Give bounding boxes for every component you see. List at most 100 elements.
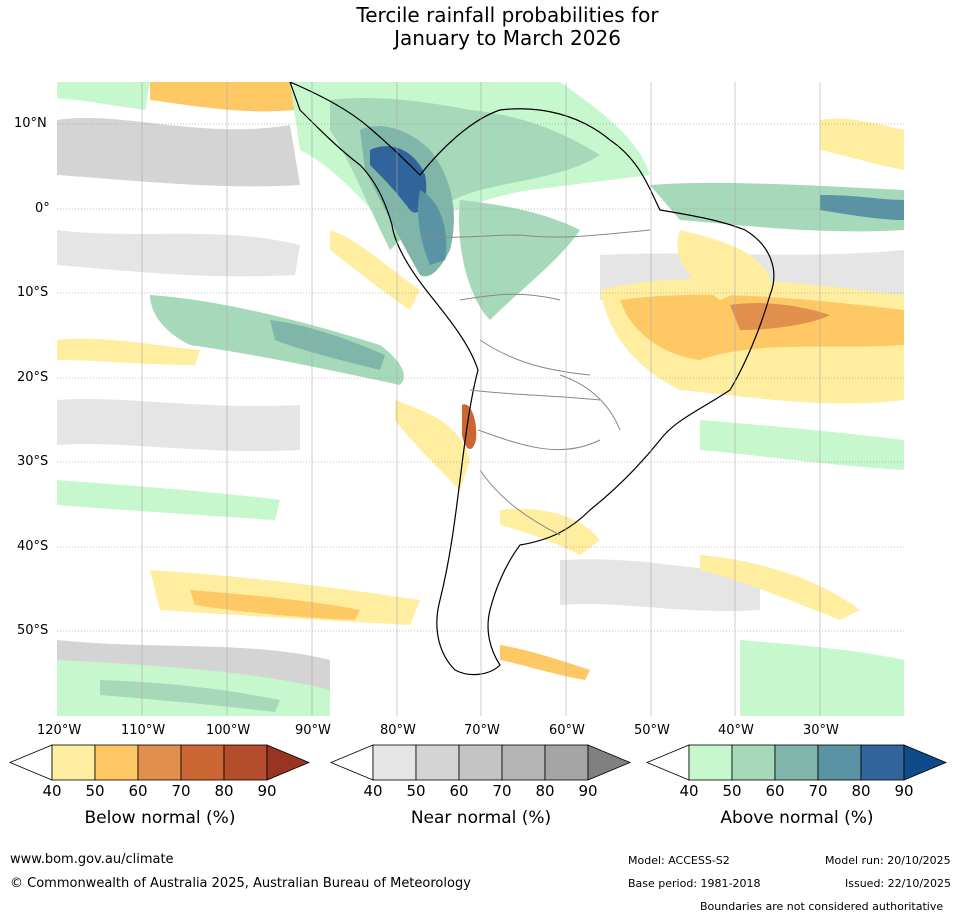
near-normal-region	[57, 398, 300, 452]
above-colorbar-min-triangle	[645, 744, 690, 781]
above-normal-region	[700, 420, 904, 470]
below-colorbar-segment	[137, 744, 182, 781]
footer-disclaimer: Boundaries are not considered authoritat…	[700, 900, 944, 913]
above-colorbar-segment	[860, 744, 905, 781]
above-colorbar-tick: 80	[851, 782, 871, 800]
lon-label: 50°W	[634, 723, 670, 738]
map-title: Tercile rainfall probabilities for Janua…	[0, 4, 965, 50]
above-colorbar-segment	[688, 744, 733, 781]
near-colorbar-tick: 40	[363, 782, 383, 800]
title-line-1: Tercile rainfall probabilities for	[356, 3, 659, 27]
above-normal-region	[650, 182, 904, 232]
below-normal-region	[677, 230, 770, 300]
lon-label: 40°W	[718, 723, 754, 738]
near-colorbar-segment	[415, 744, 460, 781]
footer-copyright: © Commonwealth of Australia 2025, Austra…	[10, 876, 471, 891]
above-normal-region	[270, 320, 385, 370]
below-colorbar-tick: 50	[85, 782, 105, 800]
above-normal-region	[57, 82, 150, 110]
near-colorbar-tick: 80	[535, 782, 555, 800]
below-normal-region	[820, 118, 904, 170]
below-colorbar-tick: 80	[214, 782, 234, 800]
below-normal-region	[500, 508, 600, 555]
lat-label: 30°S	[17, 454, 49, 469]
near-normal-region	[57, 230, 300, 277]
below-normal-region	[150, 82, 300, 112]
map-area	[57, 82, 904, 716]
below-normal-region	[330, 230, 420, 310]
lat-label: 40°S	[17, 539, 49, 554]
below-normal-region	[57, 338, 200, 365]
below-normal-region	[500, 645, 590, 680]
meridians	[141, 82, 821, 716]
above-normal-region	[57, 480, 280, 520]
above-normal-region	[418, 190, 447, 265]
near-normal-region	[57, 117, 300, 187]
near-colorbar-tick: 90	[578, 782, 598, 800]
below-colorbar-tick: 70	[171, 782, 191, 800]
below-colorbar-max-triangle	[266, 744, 311, 781]
below-normal-region	[395, 400, 470, 490]
lon-label: 120°W	[37, 723, 82, 738]
above-colorbar-segment	[817, 744, 862, 781]
lon-label: 100°W	[206, 723, 251, 738]
above-normal-region	[820, 195, 904, 220]
lon-label: 110°W	[121, 723, 166, 738]
near-normal-label: Near normal (%)	[410, 808, 552, 828]
above-colorbar-segment	[731, 744, 776, 781]
below-normal-label: Below normal (%)	[84, 808, 236, 828]
above-colorbar-tick: 40	[679, 782, 699, 800]
below-colorbar-tick: 60	[128, 782, 148, 800]
lon-label: 70°W	[464, 723, 500, 738]
gridlines	[57, 123, 904, 632]
lat-label: 50°S	[17, 623, 49, 638]
above-normal-region	[459, 200, 580, 320]
below-colorbar-segment	[223, 744, 268, 781]
below-colorbar-segment	[51, 744, 96, 781]
below-colorbar-tick: 90	[257, 782, 277, 800]
footer-model-run: Model run: 20/10/2025	[825, 854, 951, 867]
below-colorbar-segment	[180, 744, 225, 781]
near-colorbar-segment	[544, 744, 589, 781]
near-colorbar-tick: 70	[492, 782, 512, 800]
near-colorbar-segment	[501, 744, 546, 781]
lat-label: 20°S	[17, 370, 49, 385]
footer-url[interactable]: www.bom.gov.au/climate	[10, 852, 174, 867]
lon-label: 80°W	[380, 723, 416, 738]
above-colorbar-segment	[774, 744, 819, 781]
footer-base-period: Base period: 1981-2018	[628, 877, 761, 890]
near-colorbar-tick: 50	[406, 782, 426, 800]
above-colorbar-tick: 50	[722, 782, 742, 800]
above-colorbar-tick: 70	[808, 782, 828, 800]
lat-label: 0°	[35, 201, 50, 216]
below-colorbar-tick: 40	[42, 782, 62, 800]
lat-label: 10°N	[14, 116, 47, 131]
below-normal-region	[190, 590, 360, 620]
below-colorbar-min-triangle	[8, 744, 53, 781]
footer-model: Model: ACCESS-S2	[628, 854, 730, 867]
south-america-outline	[289, 82, 775, 676]
near-colorbar-segment	[372, 744, 417, 781]
country-borders	[419, 229, 651, 536]
below-colorbar-segment	[94, 744, 139, 781]
near-colorbar-tick: 60	[449, 782, 469, 800]
near-colorbar-max-triangle	[587, 744, 632, 781]
above-normal-region	[100, 680, 280, 712]
above-colorbar-tick: 90	[894, 782, 914, 800]
above-colorbar-max-triangle	[903, 744, 948, 781]
above-colorbar-tick: 60	[765, 782, 785, 800]
near-colorbar-segment	[458, 744, 503, 781]
colorbars	[8, 744, 948, 781]
footer-issued: Issued: 22/10/2025	[845, 877, 952, 890]
above-normal-label: Above normal (%)	[720, 808, 874, 828]
lon-label: 60°W	[549, 723, 585, 738]
lat-label: 10°S	[17, 285, 49, 300]
near-colorbar-min-triangle	[329, 744, 374, 781]
title-line-2: January to March 2026	[394, 26, 621, 50]
lon-label: 90°W	[295, 723, 331, 738]
above-normal-region	[370, 146, 427, 213]
lon-label: 30°W	[803, 723, 839, 738]
above-normal-region	[740, 640, 904, 716]
below-normal-region	[730, 303, 830, 330]
